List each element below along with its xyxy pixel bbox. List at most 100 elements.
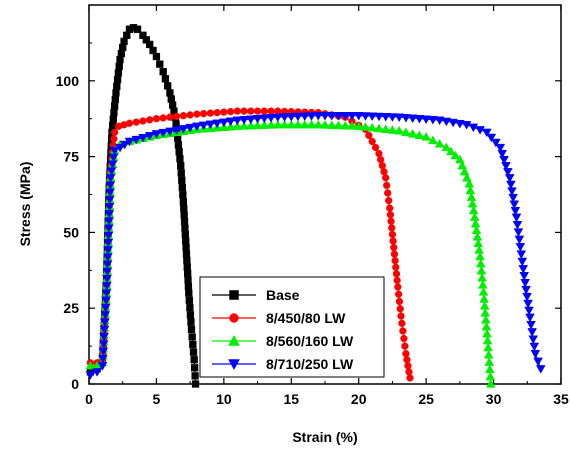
data-point — [486, 379, 496, 388]
data-point — [481, 321, 492, 331]
data-point — [380, 168, 388, 176]
data-point — [186, 303, 194, 312]
data-point — [198, 121, 209, 131]
data-point — [390, 250, 399, 258]
data-point — [107, 160, 118, 170]
data-point — [139, 117, 147, 125]
data-point — [114, 69, 123, 77]
x-tick-label: 25 — [418, 391, 434, 407]
data-point — [477, 280, 488, 289]
data-point — [525, 313, 535, 323]
data-point — [188, 333, 196, 341]
data-point — [388, 224, 396, 232]
x-tick-label: 30 — [486, 391, 502, 407]
data-point — [533, 357, 543, 367]
data-point — [119, 43, 127, 52]
y-axis-ticks: 0 25 50 75 100 — [56, 42, 561, 392]
data-point — [125, 119, 134, 127]
data-point — [110, 135, 118, 143]
data-point — [164, 82, 172, 90]
data-point — [461, 121, 472, 130]
data-point — [535, 365, 546, 374]
data-point — [152, 52, 161, 61]
data-point — [232, 116, 243, 126]
data-point — [228, 334, 240, 346]
data-point — [347, 121, 357, 130]
data-point — [190, 364, 199, 372]
data-point — [455, 119, 465, 129]
data-point — [434, 139, 445, 148]
data-point — [519, 272, 530, 281]
data-point — [428, 116, 438, 125]
data-point — [167, 95, 175, 103]
data-point — [186, 111, 194, 119]
data-point — [515, 243, 526, 252]
data-point — [516, 250, 527, 259]
y-axis-title: Stress (MPa) — [17, 162, 33, 247]
data-point — [186, 311, 195, 319]
data-point — [182, 243, 190, 252]
x-tick-label: 5 — [153, 391, 161, 407]
data-point — [115, 143, 125, 153]
data-point — [524, 306, 534, 316]
x-tick-label: 10 — [216, 391, 232, 407]
data-point — [247, 107, 255, 115]
data-point — [105, 174, 116, 183]
data-point — [405, 368, 413, 376]
data-point — [225, 117, 236, 127]
data-point — [177, 162, 185, 170]
data-point — [528, 335, 539, 345]
data-point — [286, 113, 297, 122]
data-point — [406, 374, 414, 382]
data-point — [434, 116, 445, 126]
data-point — [115, 62, 123, 70]
data-point — [495, 143, 506, 153]
data-point — [293, 112, 303, 122]
data-point — [206, 109, 215, 117]
data-point — [174, 141, 183, 149]
data-point — [252, 120, 263, 130]
data-point — [179, 191, 187, 199]
data-point — [233, 107, 241, 115]
data-point — [173, 112, 181, 121]
data-point — [367, 122, 378, 132]
data-point — [146, 116, 154, 124]
data-point — [120, 37, 128, 46]
data-point — [259, 114, 270, 124]
y-tick-label: 75 — [63, 149, 79, 165]
data-point — [116, 55, 124, 64]
data-point — [399, 327, 407, 335]
data-point — [178, 125, 189, 134]
data-point — [279, 113, 290, 122]
x-axis-title: Strain (%) — [292, 429, 357, 445]
data-point — [514, 235, 525, 245]
data-point — [513, 228, 524, 237]
data-point — [385, 196, 393, 205]
data-point — [85, 371, 96, 380]
data-point — [187, 318, 195, 326]
data-point — [479, 294, 489, 303]
data-point — [178, 176, 186, 184]
data-point — [403, 356, 411, 364]
data-point — [144, 132, 155, 141]
data-point — [465, 185, 476, 195]
data-point — [482, 128, 492, 138]
data-point — [177, 169, 185, 177]
data-point — [365, 131, 373, 140]
data-point — [182, 237, 190, 245]
data-point — [266, 114, 276, 123]
legend: Base 8/450/80 LW 8/560/160 LW 8/710/250 LW — [199, 276, 385, 378]
data-point — [387, 113, 398, 122]
data-point — [389, 237, 397, 245]
legend-label: 8/560/160 LW — [266, 333, 354, 349]
data-point — [191, 380, 200, 388]
data-point — [320, 112, 330, 121]
y-tick-label: 0 — [71, 376, 79, 392]
data-point — [497, 149, 508, 159]
data-point — [506, 180, 516, 190]
data-point — [175, 148, 183, 156]
data-point — [392, 270, 401, 278]
data-point — [184, 276, 192, 284]
data-point — [367, 112, 378, 122]
